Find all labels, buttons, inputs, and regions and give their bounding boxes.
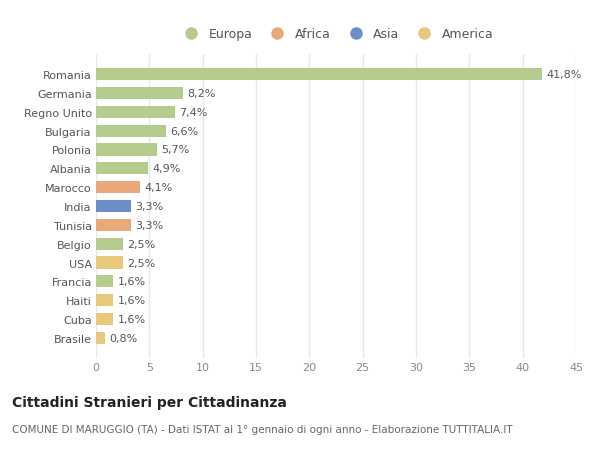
- Bar: [96, 88, 184, 100]
- Text: 3,3%: 3,3%: [136, 220, 164, 230]
- Text: 2,5%: 2,5%: [127, 239, 155, 249]
- Text: COMUNE DI MARUGGIO (TA) - Dati ISTAT al 1° gennaio di ogni anno - Elaborazione T: COMUNE DI MARUGGIO (TA) - Dati ISTAT al …: [12, 425, 512, 435]
- Text: 1,6%: 1,6%: [118, 296, 145, 306]
- Bar: [96, 144, 157, 156]
- Text: 1,6%: 1,6%: [118, 277, 145, 287]
- Bar: [96, 276, 113, 288]
- Text: 0,8%: 0,8%: [109, 333, 137, 343]
- Legend: Europa, Africa, Asia, America: Europa, Africa, Asia, America: [173, 23, 499, 46]
- Bar: [96, 313, 113, 325]
- Text: 6,6%: 6,6%: [170, 126, 199, 136]
- Text: 1,6%: 1,6%: [118, 314, 145, 325]
- Bar: [96, 163, 148, 175]
- Text: 4,1%: 4,1%: [144, 183, 172, 193]
- Bar: [96, 182, 140, 194]
- Text: Cittadini Stranieri per Cittadinanza: Cittadini Stranieri per Cittadinanza: [12, 395, 287, 409]
- Text: 7,4%: 7,4%: [179, 107, 208, 118]
- Bar: [96, 69, 542, 81]
- Bar: [96, 257, 122, 269]
- Bar: [96, 125, 166, 137]
- Text: 2,5%: 2,5%: [127, 258, 155, 268]
- Text: 3,3%: 3,3%: [136, 202, 164, 212]
- Text: 5,7%: 5,7%: [161, 145, 190, 155]
- Bar: [96, 294, 113, 307]
- Text: 4,9%: 4,9%: [152, 164, 181, 174]
- Text: 8,2%: 8,2%: [188, 89, 216, 99]
- Text: 41,8%: 41,8%: [546, 70, 581, 80]
- Bar: [96, 219, 131, 231]
- Bar: [96, 332, 104, 344]
- Bar: [96, 201, 131, 213]
- Bar: [96, 106, 175, 119]
- Bar: [96, 238, 122, 250]
